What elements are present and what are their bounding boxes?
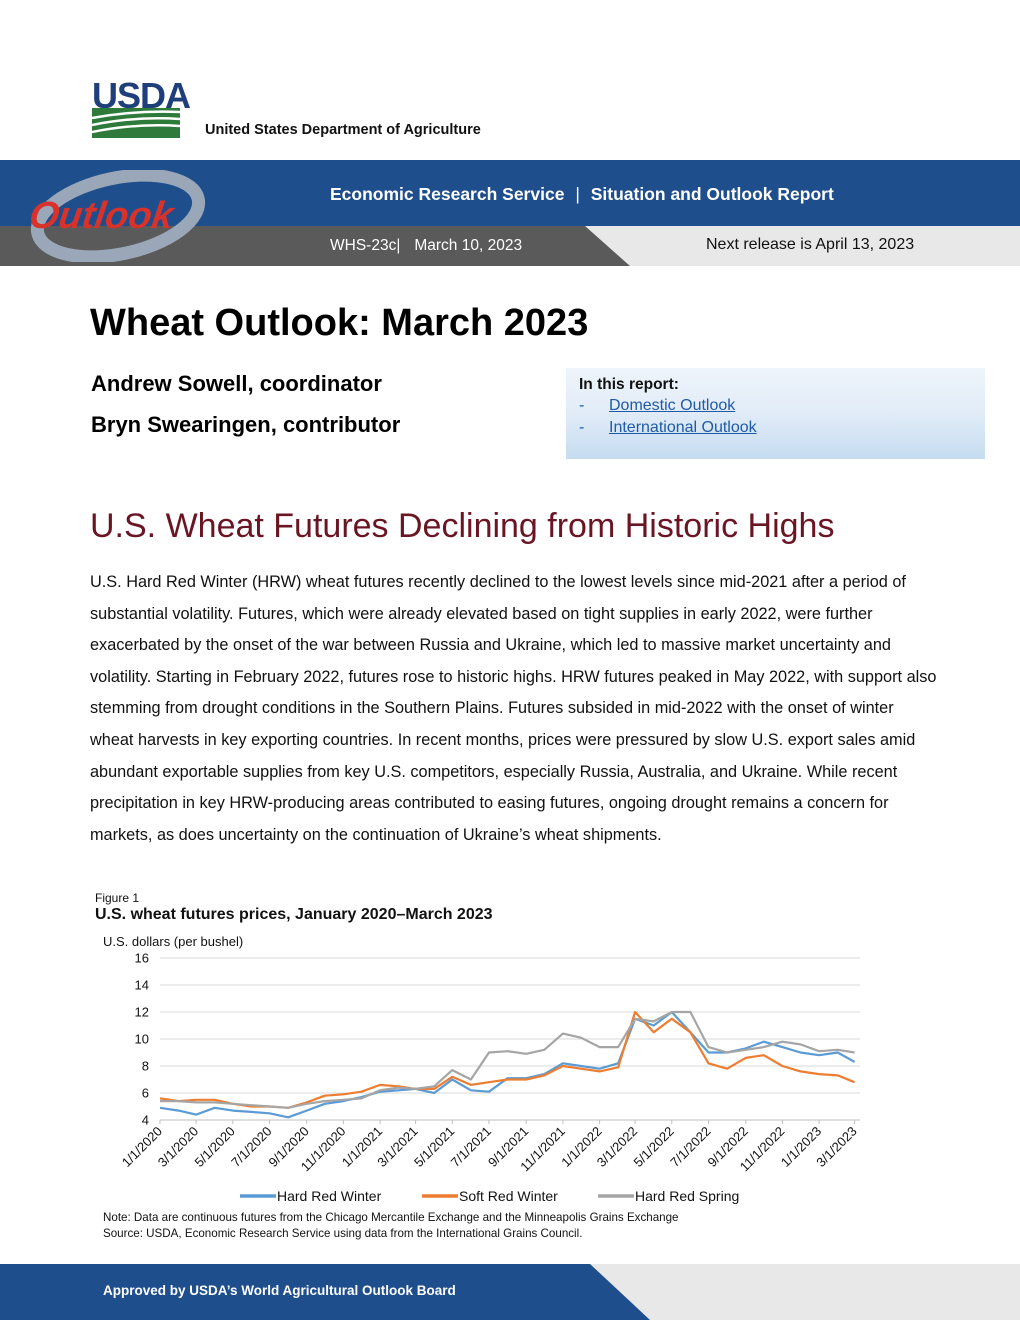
page-footer: Approved by USDA’s World Agricultural Ou… <box>0 1264 1020 1320</box>
toc-item-domestic: - Domestic Outlook <box>579 397 735 415</box>
legend-label: Hard Red Spring <box>635 1188 739 1204</box>
report-title: Wheat Outlook: March 2023 <box>90 302 589 344</box>
y-tick-label: 4 <box>142 1113 149 1128</box>
domestic-outlook-link[interactable]: Domestic Outlook <box>609 397 736 414</box>
figure-label: Figure 1 <box>95 891 140 905</box>
x-tick-label: 7/1/2022 <box>667 1124 713 1170</box>
report-date: March 10, 2023 <box>414 237 523 254</box>
author-contributor: Bryn Swearingen, contributor <box>91 412 401 437</box>
banner-title: Economic Research Service | Situation an… <box>330 184 834 205</box>
report-id-separator: | <box>396 237 401 254</box>
series-line-hard-red-spring <box>160 1010 855 1109</box>
department-name: United States Department of Agriculture <box>205 122 481 138</box>
outlook-logo-text: Outlook <box>30 194 178 237</box>
usda-logo: USDA <box>92 75 191 116</box>
wheat-futures-chart: U.S. dollars (per bushel) 4 6 8 10 12 14 16 1/… <box>103 934 860 1204</box>
report-banner: Outlook Economic Research Service | Situ… <box>0 160 1020 266</box>
section-heading: U.S. Wheat Futures Declining from Histor… <box>90 507 835 545</box>
chart-legend: Hard Red Winter Soft Red Winter Hard Red S… <box>240 1188 739 1204</box>
report-id: WHS-23c <box>330 237 397 254</box>
usda-logo-stripes <box>92 108 180 138</box>
report-id-date: WHS-23c| March 10, 2023 <box>330 237 522 255</box>
x-tick-labels: 1/1/20203/1/20205/1/20207/1/20209/1/2020… <box>119 1120 860 1174</box>
toc-heading: In this report: <box>579 376 679 393</box>
legend-item: Hard Red Spring <box>598 1188 739 1204</box>
toc-dash: - <box>579 397 585 414</box>
banner-separator: | <box>575 184 580 204</box>
y-tick-labels: 4 6 8 10 12 14 16 <box>135 951 149 1128</box>
y-tick-label: 8 <box>142 1059 149 1074</box>
chart-gridlines <box>160 957 860 1121</box>
agency-name: Economic Research Service <box>330 184 565 204</box>
y-tick-label: 16 <box>135 951 149 966</box>
outlook-logo: Outlook <box>30 170 206 262</box>
next-release: Next release is April 13, 2023 <box>706 236 915 253</box>
banner-top-bar <box>0 160 1020 226</box>
y-tick-label: 14 <box>135 978 149 993</box>
figure-source: Source: USDA, Economic Research Service … <box>103 1227 583 1240</box>
footer-approval-text: Approved by USDA’s World Agricultural Ou… <box>103 1283 456 1298</box>
legend-label: Hard Red Winter <box>277 1188 382 1204</box>
x-tick-label: 7/1/2020 <box>228 1124 274 1170</box>
section-paragraph: U.S. Hard Red Winter (HRW) wheat futures… <box>90 573 937 844</box>
toc-item-international: - International Outlook <box>579 419 757 437</box>
x-tick-label: 7/1/2021 <box>448 1124 494 1170</box>
figure-note: Note: Data are continuous futures from t… <box>103 1211 679 1224</box>
footer-blue-bar <box>0 1264 650 1320</box>
chart-series <box>159 1010 856 1119</box>
y-tick-label: 10 <box>135 1032 149 1047</box>
in-this-report-box: In this report: - Domestic Outlook - Inter… <box>566 368 985 459</box>
legend-item: Hard Red Winter <box>240 1188 382 1204</box>
report-type: Situation and Outlook Report <box>590 184 834 204</box>
legend-item: Soft Red Winter <box>422 1188 558 1204</box>
toc-dash: - <box>579 419 585 436</box>
international-outlook-link[interactable]: International Outlook <box>609 419 757 436</box>
legend-label: Soft Red Winter <box>459 1188 558 1204</box>
y-tick-label: 6 <box>142 1086 149 1101</box>
usda-logo-text: USDA <box>92 75 191 116</box>
author-coordinator: Andrew Sowell, coordinator <box>91 371 382 396</box>
series-line-hard-red-winter <box>159 1010 856 1119</box>
y-tick-label: 12 <box>135 1005 149 1020</box>
y-axis-label: U.S. dollars (per bushel) <box>103 934 243 949</box>
figure-title: U.S. wheat futures prices, January 2020–… <box>95 906 493 923</box>
